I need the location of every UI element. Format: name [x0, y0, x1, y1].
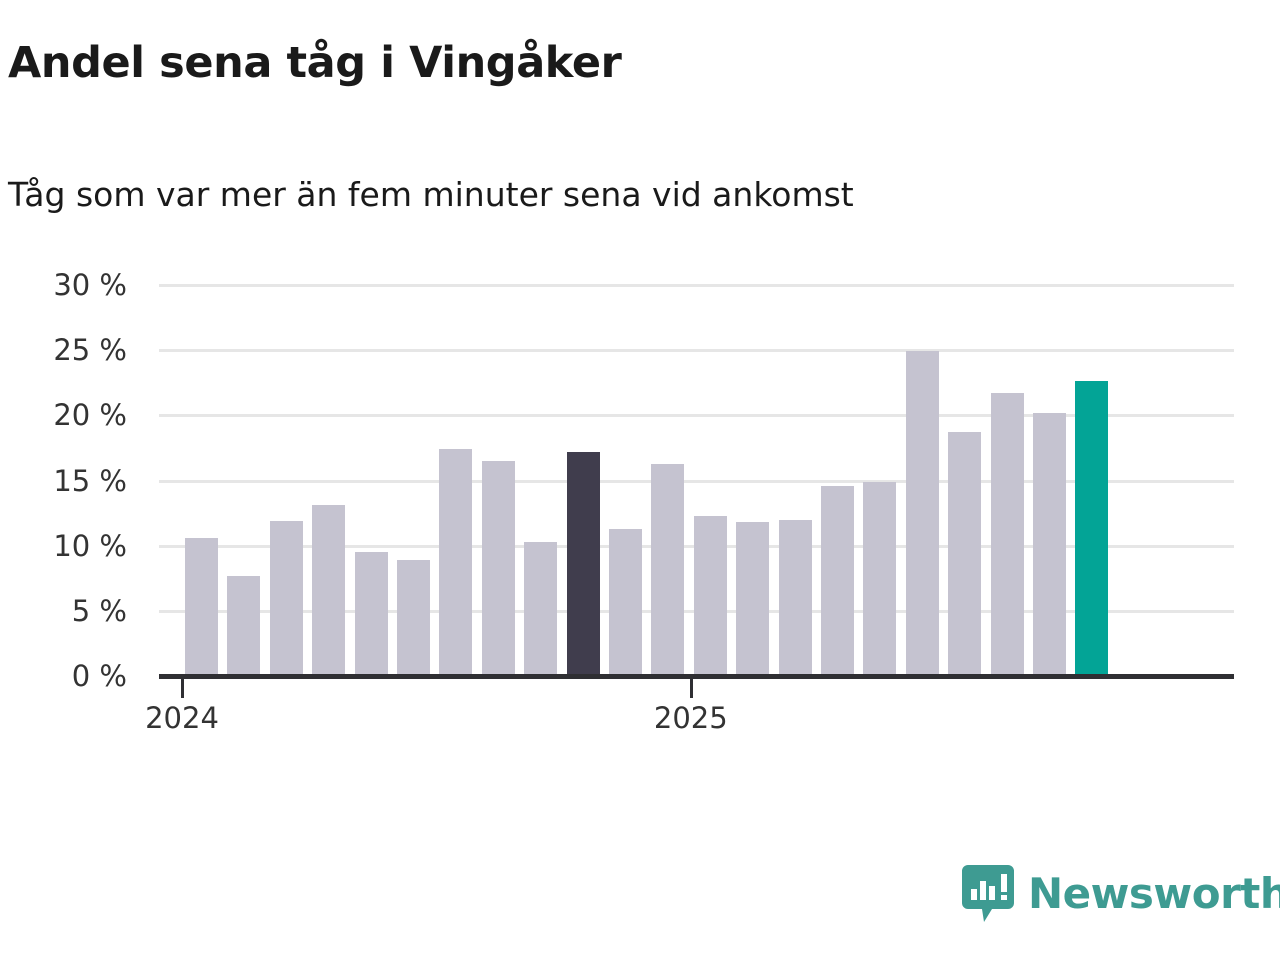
x-axis-tick-label: 2025 [653, 701, 728, 735]
newsworthy-logo: Newsworthy [962, 865, 1280, 923]
bar[interactable] [651, 463, 685, 676]
x-axis-tick-label: 2024 [145, 701, 219, 735]
bar[interactable] [566, 451, 600, 676]
bar[interactable] [990, 393, 1024, 676]
page-title: Andel sena tåg i Vingåker [8, 38, 622, 88]
bar[interactable] [863, 481, 897, 676]
bar[interactable] [354, 552, 388, 676]
bar[interactable] [269, 520, 303, 676]
y-axis-tick-label: 30 % [53, 268, 127, 302]
newsworthy-wordmark: Newsworthy [1028, 869, 1280, 918]
bar[interactable] [736, 522, 770, 676]
bar[interactable] [312, 505, 346, 676]
bar[interactable] [481, 460, 515, 676]
bar[interactable] [693, 515, 727, 676]
gridline [159, 349, 1234, 353]
y-axis-tick-label: 0 % [71, 659, 127, 693]
gridline [159, 414, 1234, 418]
bar[interactable] [1033, 412, 1066, 676]
bar[interactable] [1075, 381, 1109, 676]
gridline [159, 479, 1234, 483]
x-axis-line [159, 674, 1234, 679]
y-axis-tick-label: 15 % [53, 463, 127, 498]
bar[interactable] [397, 560, 430, 676]
y-axis-tick-label: 10 % [53, 528, 127, 563]
bar[interactable] [905, 351, 939, 676]
bar[interactable] [778, 519, 812, 676]
x-axis-tick [689, 679, 693, 698]
x-axis-tick [181, 679, 184, 698]
bar[interactable] [821, 485, 854, 676]
bar[interactable] [948, 432, 982, 676]
bar[interactable] [524, 541, 558, 676]
bar[interactable] [609, 528, 642, 676]
y-axis-tick-label: 25 % [53, 333, 127, 368]
bar[interactable] [439, 449, 473, 676]
newsworthy-bar-chart-bubble-icon [962, 865, 1014, 923]
bar[interactable] [185, 537, 218, 676]
page-subtitle: Tåg som var mer än fem minuter sena vid … [8, 175, 854, 214]
y-axis-tick-label: 5 % [71, 593, 127, 628]
gridline [159, 284, 1234, 287]
y-axis-tick-label: 20 % [53, 398, 127, 433]
bar-series [159, 270, 1234, 676]
bar[interactable] [227, 575, 261, 676]
